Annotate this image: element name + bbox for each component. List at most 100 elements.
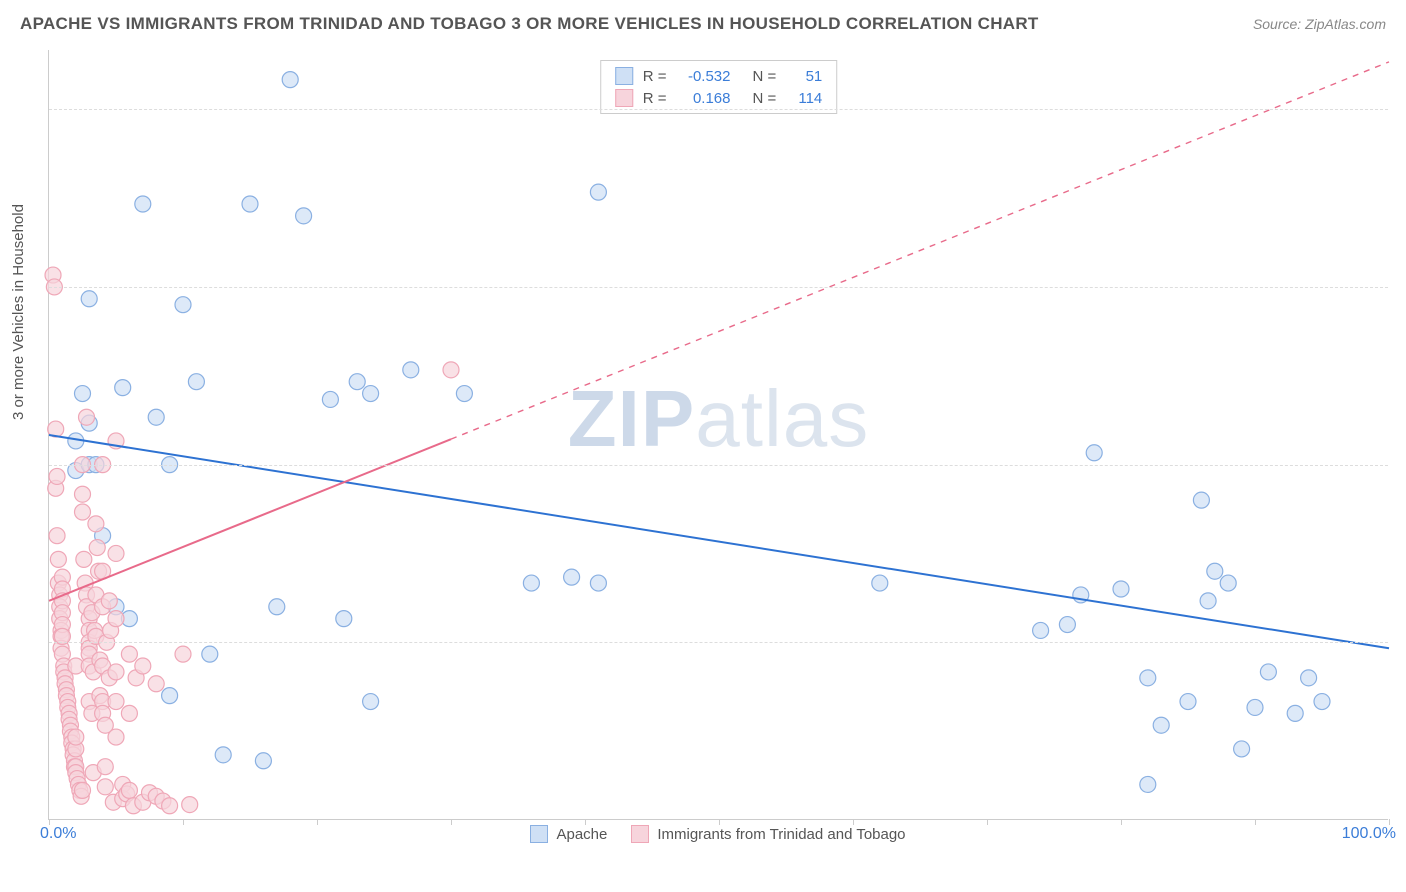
data-point	[108, 694, 124, 710]
data-point	[97, 759, 113, 775]
data-point	[1193, 492, 1209, 508]
swatch-series-2	[615, 89, 633, 107]
data-point	[121, 782, 137, 798]
data-point	[81, 291, 97, 307]
data-point	[443, 362, 459, 378]
data-point	[1301, 670, 1317, 686]
data-point	[49, 528, 65, 544]
data-point	[363, 386, 379, 402]
correlation-row-2: R = 0.168 N = 114	[615, 87, 823, 109]
data-point	[1220, 575, 1236, 591]
trend-line-dashed	[451, 62, 1389, 439]
data-point	[49, 468, 65, 484]
data-point	[242, 196, 258, 212]
data-point	[108, 611, 124, 627]
data-point	[1314, 694, 1330, 710]
data-point	[1180, 694, 1196, 710]
data-point	[282, 72, 298, 88]
data-point	[1200, 593, 1216, 609]
n-label-2: N =	[753, 90, 777, 107]
r-label-1: R =	[643, 68, 667, 85]
n-label-1: N =	[753, 68, 777, 85]
data-point	[88, 516, 104, 532]
data-point	[75, 486, 91, 502]
source-label: Source:	[1253, 16, 1301, 32]
data-point	[75, 386, 91, 402]
data-point	[523, 575, 539, 591]
data-point	[1260, 664, 1276, 680]
data-point	[76, 551, 92, 567]
data-point	[1234, 741, 1250, 757]
source-attribution: Source: ZipAtlas.com	[1253, 16, 1386, 32]
legend-item-1: Apache	[530, 825, 607, 843]
data-point	[108, 729, 124, 745]
data-point	[68, 729, 84, 745]
data-point	[188, 374, 204, 390]
y-axis-label: 3 or more Vehicles in Household	[10, 204, 27, 420]
n-value-1: 51	[786, 68, 822, 85]
chart-plot-area: ZIPatlas R = -0.532 N = 51 R = 0.168 N =…	[48, 50, 1388, 820]
data-point	[403, 362, 419, 378]
data-point	[75, 782, 91, 798]
data-point	[175, 297, 191, 313]
y-tick-label: 60.0%	[1398, 100, 1406, 118]
data-point	[1059, 617, 1075, 633]
source-value: ZipAtlas.com	[1305, 16, 1386, 32]
data-point	[322, 391, 338, 407]
data-point	[148, 409, 164, 425]
y-tick-label: 15.0%	[1398, 633, 1406, 651]
data-point	[75, 504, 91, 520]
data-point	[1287, 705, 1303, 721]
data-point	[89, 540, 105, 556]
data-point	[101, 593, 117, 609]
data-point	[1207, 563, 1223, 579]
x-axis-labels: 0.0% Apache Immigrants from Trinidad and…	[48, 825, 1388, 855]
legend-swatch-1	[530, 825, 548, 843]
bottom-legend: Apache Immigrants from Trinidad and Toba…	[48, 825, 1388, 843]
gridline-h	[49, 642, 1388, 643]
correlation-row-1: R = -0.532 N = 51	[615, 65, 823, 87]
r-value-2: 0.168	[677, 90, 731, 107]
data-point	[50, 551, 66, 567]
data-point	[79, 409, 95, 425]
data-point	[1140, 670, 1156, 686]
trend-line-solid	[49, 435, 1389, 648]
data-point	[215, 747, 231, 763]
data-point	[135, 658, 151, 674]
data-point	[162, 798, 178, 814]
data-point	[872, 575, 888, 591]
gridline-h	[49, 287, 1388, 288]
data-point	[456, 386, 472, 402]
data-point	[97, 779, 113, 795]
n-value-2: 114	[786, 90, 822, 107]
y-tick-label: 30.0%	[1398, 456, 1406, 474]
correlation-legend-box: R = -0.532 N = 51 R = 0.168 N = 114	[600, 60, 838, 114]
data-point	[1113, 581, 1129, 597]
data-point	[121, 705, 137, 721]
data-point	[1153, 717, 1169, 733]
data-point	[564, 569, 580, 585]
data-point	[175, 646, 191, 662]
data-point	[590, 575, 606, 591]
data-point	[148, 676, 164, 692]
data-point	[1033, 622, 1049, 638]
x-max-label: 100.0%	[1342, 825, 1396, 843]
data-point	[108, 664, 124, 680]
data-point	[182, 797, 198, 813]
data-point	[121, 646, 137, 662]
data-point	[1247, 699, 1263, 715]
data-point	[296, 208, 312, 224]
data-point	[255, 753, 271, 769]
r-value-1: -0.532	[677, 68, 731, 85]
legend-item-2: Immigrants from Trinidad and Tobago	[631, 825, 905, 843]
header-row: APACHE VS IMMIGRANTS FROM TRINIDAD AND T…	[0, 0, 1406, 42]
chart-title: APACHE VS IMMIGRANTS FROM TRINIDAD AND T…	[20, 14, 1039, 34]
data-point	[135, 196, 151, 212]
scatter-svg	[49, 50, 1388, 819]
legend-swatch-2	[631, 825, 649, 843]
data-point	[269, 599, 285, 615]
y-tick-label: 45.0%	[1398, 278, 1406, 296]
data-point	[363, 694, 379, 710]
data-point	[336, 611, 352, 627]
swatch-series-1	[615, 67, 633, 85]
